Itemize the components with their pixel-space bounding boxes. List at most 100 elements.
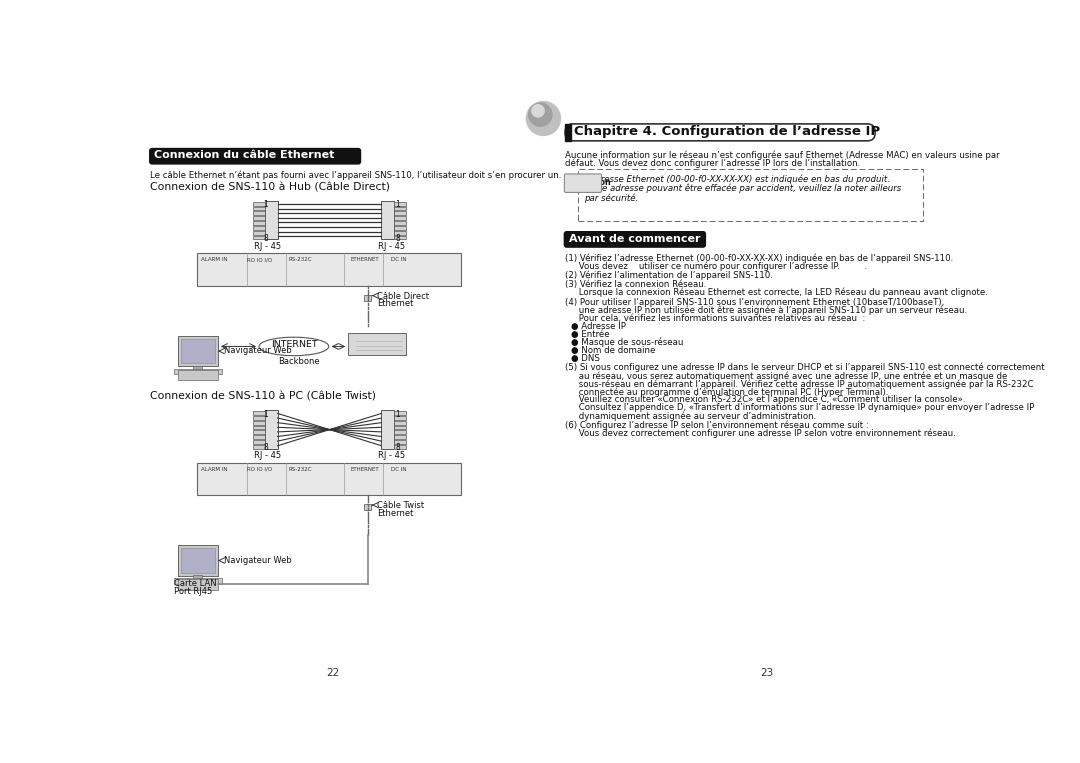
Bar	[253, 236, 266, 240]
Text: une adresse IP non utilisée doit être assignée à l’appareil SNS-110 par un serve: une adresse IP non utilisée doit être as…	[565, 306, 968, 315]
Text: DC IN: DC IN	[391, 466, 406, 472]
Text: Chapitre 4. Configuration de l’adresse IP: Chapitre 4. Configuration de l’adresse I…	[575, 125, 880, 138]
Bar	[253, 416, 266, 420]
Bar	[253, 436, 266, 439]
Circle shape	[529, 103, 552, 126]
Text: (3) Vérifiez la connexion Réseau.: (3) Vérifiez la connexion Réseau.	[565, 280, 706, 289]
Text: Ethernet: Ethernet	[377, 299, 414, 308]
Text: ● Entrée: ● Entrée	[571, 330, 610, 339]
Bar	[381, 201, 394, 240]
Text: L’adresse Ethernet (00-00-f0-XX-XX-XX) est indiquée en bas du produit.: L’adresse Ethernet (00-00-f0-XX-XX-XX) e…	[584, 175, 891, 184]
Bar	[174, 578, 221, 584]
Text: Connexion de SNS-110 à PC (Câble Twist): Connexion de SNS-110 à PC (Câble Twist)	[150, 392, 377, 402]
Text: ● Nom de domaine: ● Nom de domaine	[571, 346, 656, 355]
Text: Vous devez    utiliser ce numéro pour configurer l’adresse IP.         .: Vous devez utiliser ce numéro pour confi…	[565, 262, 867, 271]
FancyBboxPatch shape	[565, 174, 602, 192]
Text: RO IO I/O: RO IO I/O	[247, 466, 272, 472]
Bar	[253, 207, 266, 211]
Text: sous-réseau en démarrant l’appareil. Vérifiez cette adresse IP automatiquement a: sous-réseau en démarrant l’appareil. Vér…	[565, 379, 1034, 388]
Text: Aucune information sur le réseau n’est configurée sauf Ethernet (Adresse MAC) en: Aucune information sur le réseau n’est c…	[565, 150, 1000, 159]
Text: 1: 1	[395, 200, 401, 209]
Bar	[197, 462, 460, 495]
Circle shape	[526, 101, 561, 136]
Bar	[253, 226, 266, 230]
Text: Ethernet: Ethernet	[377, 509, 414, 518]
Text: ● Masque de sous-réseau: ● Masque de sous-réseau	[571, 338, 684, 347]
Text: Pour cela, vérifiez les informations suivantes relatives au réseau  :: Pour cela, vérifiez les informations sui…	[565, 314, 865, 323]
Text: Cette adresse pouvant être effacée par accident, veuillez la noter ailleurs: Cette adresse pouvant être effacée par a…	[584, 184, 902, 194]
Bar	[394, 420, 406, 425]
Text: RJ - 45: RJ - 45	[378, 451, 405, 460]
Text: au réseau, vous serez automatiquement assigné avec une adresse IP, une entrée et: au réseau, vous serez automatiquement as…	[565, 371, 1008, 381]
Bar	[565, 124, 570, 141]
Text: défaut. Vous devez donc configurer l’adresse IP lors de l’installation.: défaut. Vous devez donc configurer l’adr…	[565, 159, 861, 168]
FancyBboxPatch shape	[150, 149, 361, 164]
Text: par sécurité.: par sécurité.	[584, 193, 638, 203]
FancyBboxPatch shape	[565, 232, 705, 247]
Bar	[180, 339, 215, 363]
Bar	[394, 440, 406, 444]
Circle shape	[531, 105, 544, 117]
Bar	[381, 410, 394, 449]
Text: Navigateur Web: Navigateur Web	[225, 346, 292, 356]
FancyBboxPatch shape	[565, 124, 875, 141]
Bar	[253, 216, 266, 220]
Bar	[253, 230, 266, 234]
Bar	[394, 207, 406, 211]
Text: Port RJ45: Port RJ45	[174, 587, 212, 596]
Bar	[394, 211, 406, 215]
Bar	[177, 545, 218, 576]
Text: ALARM IN: ALARM IN	[201, 466, 228, 472]
Text: 1: 1	[264, 410, 269, 419]
Bar	[394, 226, 406, 230]
Bar	[253, 420, 266, 425]
Text: RS-232C: RS-232C	[288, 466, 312, 472]
Bar	[394, 411, 406, 415]
Bar	[177, 369, 218, 380]
Text: Connexion du câble Ethernet: Connexion du câble Ethernet	[154, 150, 335, 160]
Bar	[394, 230, 406, 234]
Bar	[266, 201, 278, 240]
Bar	[193, 365, 202, 369]
Bar	[394, 436, 406, 439]
Text: Consultez l’appendice D, «Transfert d’informations sur l’adresse IP dynamique» p: Consultez l’appendice D, «Transfert d’in…	[565, 404, 1035, 413]
Text: Veuillez consulter «Connexion RS-232C» et l’appendice C, «Comment utiliser la co: Veuillez consulter «Connexion RS-232C» e…	[565, 395, 966, 404]
Bar	[394, 221, 406, 225]
Bar	[394, 236, 406, 240]
Bar	[394, 201, 406, 205]
Text: INTERNET: INTERNET	[271, 340, 318, 349]
Bar	[253, 221, 266, 225]
Bar	[253, 445, 266, 449]
Text: 1: 1	[395, 410, 401, 419]
Bar	[266, 410, 278, 449]
Text: (5) Si vous configurez une adresse IP dans le serveur DHCP et si l’appareil SNS-: (5) Si vous configurez une adresse IP da…	[565, 363, 1044, 372]
Text: Attention: Attention	[569, 178, 611, 187]
Text: ALARM IN: ALARM IN	[201, 257, 228, 262]
Text: Le câble Ethernet n’étant pas fourni avec l’appareil SNS-110, l’utilisateur doit: Le câble Ethernet n’étant pas fourni ave…	[150, 170, 562, 179]
Text: (2) Vérifiez l’alimentation de l’appareil SNS-110.: (2) Vérifiez l’alimentation de l’apparei…	[565, 270, 773, 280]
Text: Avant de commencer: Avant de commencer	[569, 234, 701, 244]
Text: ETHERNET: ETHERNET	[350, 257, 379, 262]
Text: RJ - 45: RJ - 45	[378, 242, 405, 251]
Bar	[197, 253, 460, 285]
Bar	[394, 445, 406, 449]
Bar	[180, 548, 215, 573]
Text: Vous devez correctement configurer une adresse IP selon votre environnement rése: Vous devez correctement configurer une a…	[565, 429, 956, 438]
Text: RS-232C: RS-232C	[288, 257, 312, 262]
Text: DC IN: DC IN	[391, 257, 406, 262]
Text: 8: 8	[264, 443, 269, 452]
Text: 23: 23	[760, 668, 773, 678]
Text: 8: 8	[264, 234, 269, 243]
Text: RO IO I/O: RO IO I/O	[247, 257, 272, 262]
Text: 22: 22	[326, 668, 339, 678]
Bar	[253, 411, 266, 415]
Text: Navigateur Web: Navigateur Web	[225, 556, 292, 565]
Bar	[253, 430, 266, 434]
Text: RJ - 45: RJ - 45	[255, 451, 282, 460]
Bar	[177, 336, 218, 366]
Text: Carte LAN: Carte LAN	[174, 579, 216, 588]
Bar	[253, 440, 266, 444]
Text: dynamiquement assignée au serveur d’administration.: dynamiquement assignée au serveur d’admi…	[565, 411, 816, 421]
Text: connectée au programme d’émulation de terminal PC (Hyper Terminal).: connectée au programme d’émulation de te…	[565, 388, 889, 397]
Bar	[394, 216, 406, 220]
